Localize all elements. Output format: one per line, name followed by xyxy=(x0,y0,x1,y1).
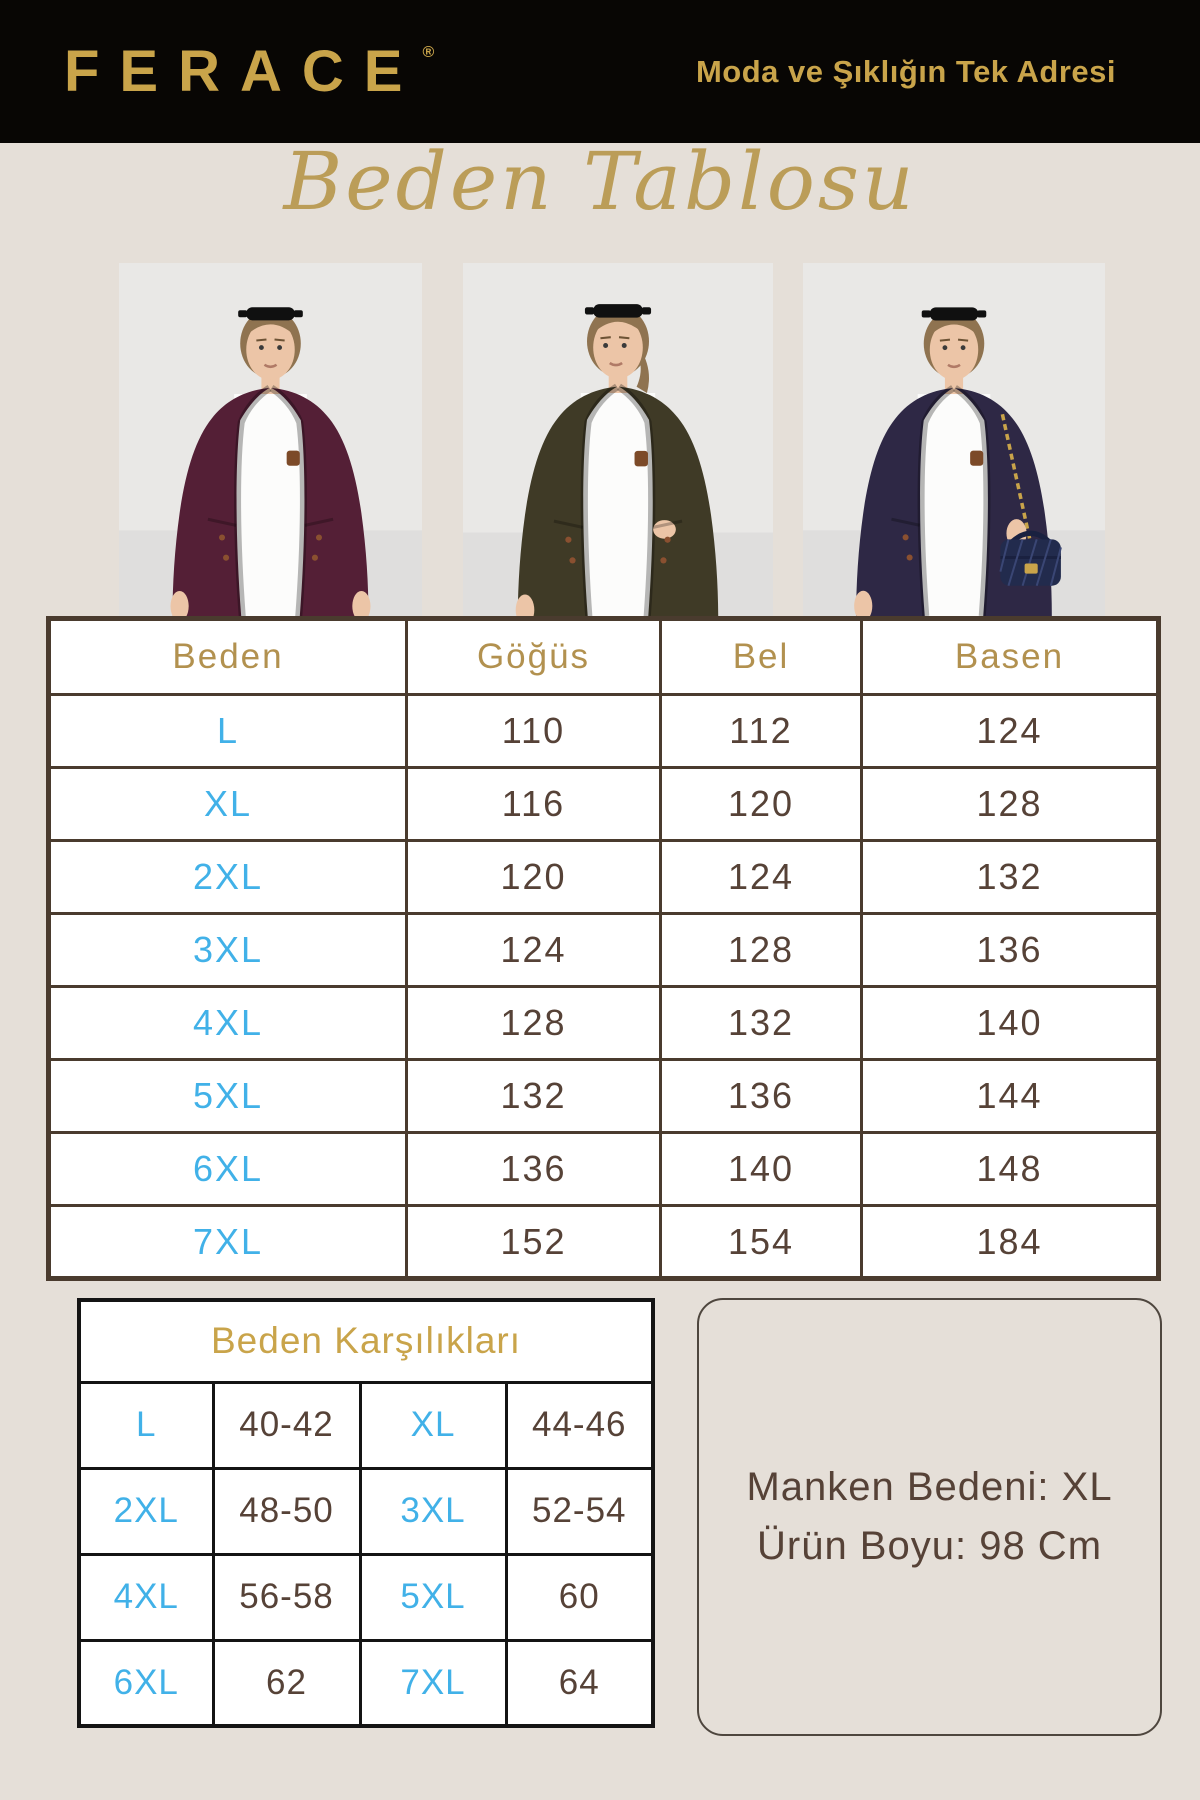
waist-value: 140 xyxy=(659,1131,863,1207)
waist-value: 124 xyxy=(659,839,863,915)
size-range: 60 xyxy=(504,1552,655,1642)
table-row: 5XL 132 136 144 xyxy=(47,1058,1160,1134)
hip-value: 128 xyxy=(860,766,1160,842)
shoulder-bag xyxy=(999,413,1062,587)
waist-value: 154 xyxy=(659,1204,863,1280)
size-range: 62 xyxy=(211,1638,362,1728)
model-illustration xyxy=(119,263,422,616)
size-label: 3XL xyxy=(358,1466,508,1556)
size-range: 64 xyxy=(504,1638,655,1728)
product-length-text: Ürün Boyu: 98 Cm xyxy=(756,1524,1103,1568)
size-label: 6XL xyxy=(47,1131,408,1207)
size-label: 5XL xyxy=(47,1058,408,1134)
size-label: XL xyxy=(47,766,408,842)
chest-value: 110 xyxy=(405,693,662,769)
equivalents-header-row: Beden Karşılıkları xyxy=(77,1298,655,1384)
size-range: 52-54 xyxy=(504,1466,655,1556)
product-photos xyxy=(0,263,1200,616)
brand-header: FERACE® Moda ve Şıklığın Tek Adresi xyxy=(0,0,1200,143)
hip-value: 140 xyxy=(860,985,1160,1061)
column-header-gogus: Göğüs xyxy=(405,617,662,696)
size-label: L xyxy=(47,693,408,769)
size-label: 2XL xyxy=(47,839,408,915)
product-photo-burgundy xyxy=(119,263,422,616)
size-equivalents-table: Beden Karşılıkları L 40-42 XL 44-46 2XL … xyxy=(77,1298,656,1728)
hip-value: 148 xyxy=(860,1131,1160,1207)
waist-value: 136 xyxy=(659,1058,863,1134)
size-range: 44-46 xyxy=(504,1380,655,1470)
table-row: 4XL 56-58 5XL 60 xyxy=(77,1552,655,1642)
product-photo-navy xyxy=(803,263,1105,616)
table-row: 4XL 128 132 140 xyxy=(47,985,1160,1061)
waist-value: 120 xyxy=(659,766,863,842)
chest-value: 120 xyxy=(405,839,662,915)
column-header-bel: Bel xyxy=(659,617,863,696)
size-range: 40-42 xyxy=(211,1380,362,1470)
size-range: 56-58 xyxy=(211,1552,362,1642)
size-label: 4XL xyxy=(47,985,408,1061)
hip-value: 132 xyxy=(860,839,1160,915)
size-label: 3XL xyxy=(47,912,408,988)
waist-value: 128 xyxy=(659,912,863,988)
hip-value: 124 xyxy=(860,693,1160,769)
table-row: 2XL 120 124 132 xyxy=(47,839,1160,915)
page-title: Beden Tablosu xyxy=(283,135,917,228)
hip-value: 184 xyxy=(860,1204,1160,1280)
size-label: 7XL xyxy=(47,1204,408,1280)
column-header-basen: Basen xyxy=(860,617,1160,696)
table-row: 2XL 48-50 3XL 52-54 xyxy=(77,1466,655,1556)
product-photo-khaki xyxy=(463,263,773,616)
waist-value: 112 xyxy=(659,693,863,769)
table-row: 3XL 124 128 136 xyxy=(47,912,1160,988)
brand-logo: FERACE® xyxy=(64,42,435,101)
column-header-beden: Beden xyxy=(47,617,408,696)
waist-value: 132 xyxy=(659,985,863,1061)
chest-value: 132 xyxy=(405,1058,662,1134)
model-info-box: Manken Bedeni: XL Ürün Boyu: 98 Cm xyxy=(697,1298,1162,1736)
size-table-header-row: Beden Göğüs Bel Basen xyxy=(47,617,1160,696)
size-label: 5XL xyxy=(358,1552,508,1642)
size-label: 7XL xyxy=(358,1638,508,1728)
chest-value: 124 xyxy=(405,912,662,988)
table-row: L 110 112 124 xyxy=(47,693,1160,769)
size-range: 48-50 xyxy=(211,1466,362,1556)
table-row: XL 116 120 128 xyxy=(47,766,1160,842)
table-row: 6XL 136 140 148 xyxy=(47,1131,1160,1207)
brand-tagline: Moda ve Şıklığın Tek Adresi xyxy=(695,53,1116,89)
registered-mark: ® xyxy=(422,43,435,61)
model-illustration xyxy=(463,263,773,616)
hip-value: 136 xyxy=(860,912,1160,988)
table-row: 7XL 152 154 184 xyxy=(47,1204,1160,1280)
size-label: 4XL xyxy=(77,1552,215,1642)
size-table: Beden Göğüs Bel Basen L 110 112 124 XL 1… xyxy=(46,616,1161,1281)
model-illustration xyxy=(803,263,1105,616)
hip-value: 144 xyxy=(860,1058,1160,1134)
equivalents-title: Beden Karşılıkları xyxy=(77,1298,655,1384)
size-label: 2XL xyxy=(77,1466,215,1556)
chest-value: 116 xyxy=(405,766,662,842)
chest-value: 136 xyxy=(405,1131,662,1207)
brand-name: FERACE xyxy=(64,38,423,104)
chest-value: 152 xyxy=(405,1204,662,1280)
size-label: XL xyxy=(358,1380,508,1470)
size-label: L xyxy=(77,1380,215,1470)
table-row: L 40-42 XL 44-46 xyxy=(77,1380,655,1470)
table-row: 6XL 62 7XL 64 xyxy=(77,1638,655,1728)
model-size-text: Manken Bedeni: XL xyxy=(746,1465,1113,1509)
chest-value: 128 xyxy=(405,985,662,1061)
size-label: 6XL xyxy=(77,1638,215,1728)
